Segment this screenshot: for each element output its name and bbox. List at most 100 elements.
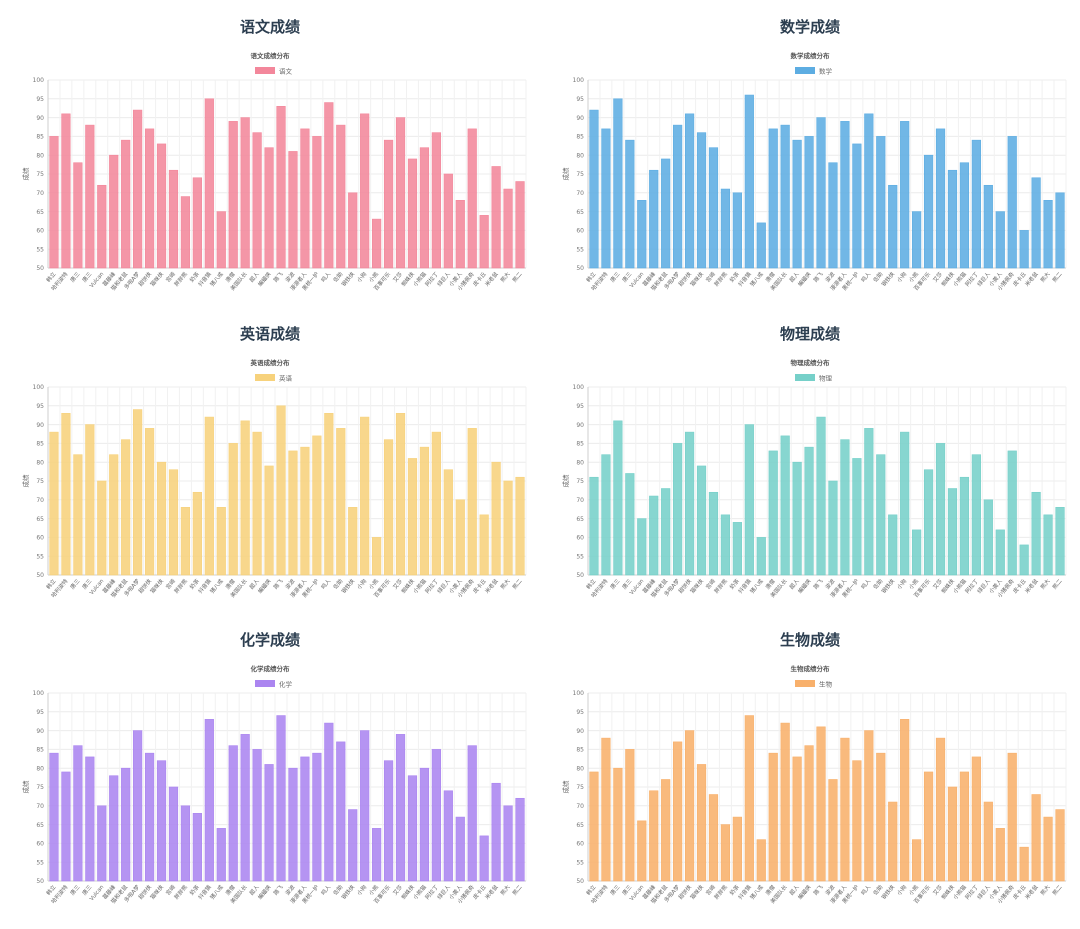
bar [395,117,406,269]
bar [288,767,298,882]
bar [336,741,346,882]
bar [935,443,946,576]
bar [649,790,659,882]
y-tick-label: 55 [36,859,44,866]
bar [804,136,814,269]
bar [49,431,59,576]
y-tick-label: 75 [36,478,44,485]
x-tick-label: 熊大 [498,270,512,284]
x-tick-label: 鸣人 [319,270,333,284]
chart-subtitle: 物理成绩分布 [791,358,831,367]
bar [97,480,107,576]
bar [673,741,683,882]
bar [348,809,358,882]
y-axis-label: 成绩 [21,780,30,794]
x-tick-label: 唐三 [68,270,82,284]
bar [983,499,993,576]
y-tick-label: 80 [36,459,44,466]
bar [85,424,95,576]
x-tick-label: 熊大 [498,577,512,591]
bar [900,719,910,882]
bar [407,158,418,269]
bar [264,465,274,576]
y-tick-label: 75 [36,171,44,178]
bar [1031,794,1041,882]
bar [276,405,286,576]
bar [971,139,981,269]
legend: 语文 [255,67,293,76]
bar [216,828,226,882]
x-tick-label: 钢铁侠 [880,270,897,288]
bar [923,154,934,269]
y-tick-label: 50 [36,572,44,579]
x-tick-label: 猫咪侠 [148,270,165,288]
y-tick-label: 70 [576,190,584,197]
y-axis-label: 成绩 [561,167,570,181]
bar [168,469,179,576]
bar-chart-biology: 生物成绩分布生物50556065707580859095100成绩韩立哈利波特唐… [561,664,1067,905]
bar [768,128,778,269]
bar [971,454,981,576]
y-axis-label: 成绩 [561,474,570,488]
bar [49,136,59,269]
bar [180,507,191,576]
y-tick-label: 65 [36,822,44,829]
legend-label: 英语 [279,374,293,383]
bar [983,801,993,882]
y-tick-label: 90 [36,422,44,429]
bar [971,756,981,882]
y-tick-label: 70 [36,803,44,810]
y-tick-label: 85 [576,747,584,754]
bar [372,218,382,269]
bar [852,760,862,882]
x-tick-label: 唐三 [608,577,622,591]
bar [240,117,250,269]
y-tick-label: 95 [576,403,584,410]
bar [312,435,322,576]
bar [144,752,155,882]
legend: 生物 [795,680,833,689]
y-axis-label: 成绩 [21,167,30,181]
bar [336,428,346,576]
x-tick-label: 钢铁侠 [340,883,357,901]
x-tick-label: 小狗 [895,577,909,591]
x-tick-label: 路飞 [811,577,825,591]
chart-title: 物理成绩 [779,325,840,343]
bar [168,786,179,882]
bar [467,128,477,269]
bar [959,476,970,576]
y-axis-label: 成绩 [21,474,30,488]
bar [816,726,826,882]
bar [828,162,838,269]
y-tick-label: 60 [576,535,584,542]
x-tick-label: 蝙蝠侠 [256,883,273,901]
y-tick-label: 75 [576,171,584,178]
x-tick-label: 路飞 [271,883,285,897]
x-tick-label: 唐三 [68,577,82,591]
bar [407,458,418,576]
bar [228,121,238,269]
x-tick-label: 蝙蝠侠 [256,270,273,288]
bar [360,113,370,269]
y-axis-label: 成绩 [561,780,570,794]
bar [696,465,707,576]
bar [828,779,838,882]
bar [744,94,754,269]
x-tick-label: 鸣人 [319,577,333,591]
legend-swatch [255,374,275,381]
bar-chart-chinese: 语文成绩分布语文50556065707580859095100成绩韩立哈利波特唐… [21,51,527,292]
bar [613,420,623,576]
bar [491,461,501,576]
bar [252,749,262,882]
bar [156,143,167,269]
y-tick-label: 85 [576,441,584,448]
bar [888,184,898,269]
bar [684,730,695,882]
y-tick-label: 90 [36,115,44,122]
y-tick-label: 100 [573,384,585,391]
bar [947,169,958,269]
x-tick-label: 胖胖熊 [712,577,729,595]
legend-label: 生物 [819,680,833,689]
bar [923,771,934,882]
bar [121,439,131,576]
